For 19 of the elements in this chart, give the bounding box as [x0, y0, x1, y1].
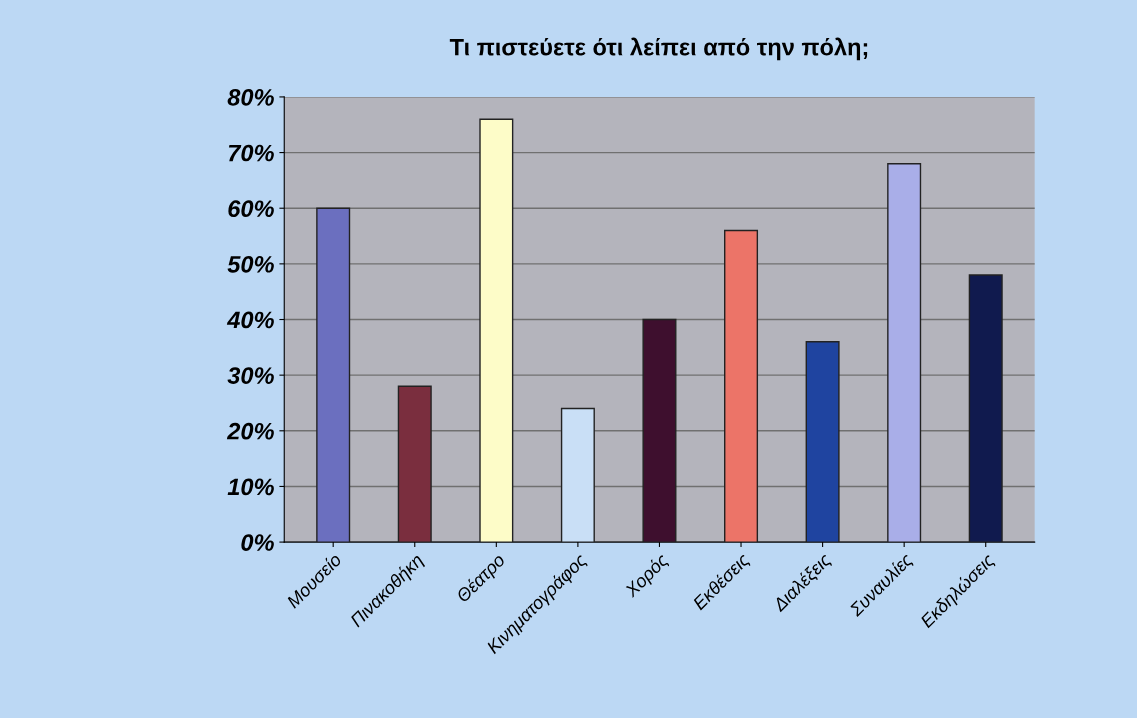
bar: [724, 229, 759, 543]
y-tick-label: 20%: [226, 422, 274, 440]
bar: [316, 207, 351, 543]
y-tick-label: 80%: [227, 89, 274, 106]
y-tick-label: 70%: [228, 144, 274, 162]
bar: [560, 407, 595, 543]
bar: [805, 341, 840, 543]
bar: [968, 274, 1003, 543]
y-tick-label: 30%: [227, 367, 274, 384]
bar: [642, 318, 677, 543]
y-tick-label: 10%: [227, 478, 274, 496]
y-tick-label: 40%: [226, 311, 274, 329]
y-tick-label: 50%: [227, 255, 274, 273]
bar: [479, 118, 514, 543]
bar: [887, 163, 922, 543]
y-tick-label: 0%: [241, 534, 274, 551]
y-tick-label: 60%: [228, 200, 274, 218]
chart-title: Τι πιστεύετε ότι λείπει από την πόλη;: [449, 37, 868, 61]
bar: [397, 385, 432, 543]
